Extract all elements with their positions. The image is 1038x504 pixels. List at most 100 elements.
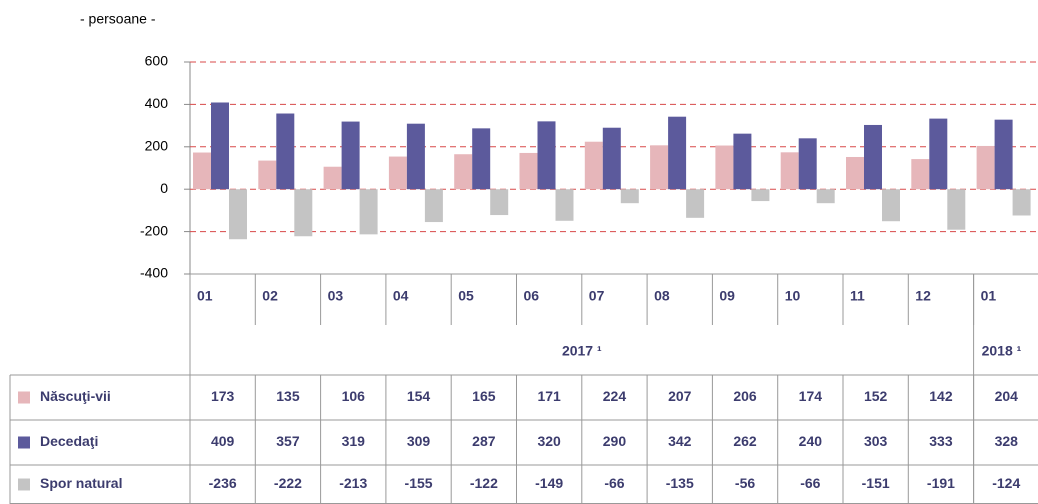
table-value: 319 <box>342 433 366 449</box>
table-value: -122 <box>470 475 498 491</box>
table-value: -66 <box>604 475 624 491</box>
x-tick-label: 07 <box>589 288 605 304</box>
bar <box>229 189 247 240</box>
bar <box>650 145 669 190</box>
bar <box>976 145 995 190</box>
year-label: 2018 ¹ <box>982 343 1022 359</box>
table-value: 333 <box>929 433 953 449</box>
table-value: -236 <box>209 475 237 491</box>
x-tick-label: 11 <box>850 288 865 304</box>
legend-label: Născuţi-vii <box>40 388 111 404</box>
table-value: 303 <box>864 433 888 449</box>
bar <box>602 127 621 190</box>
bar <box>555 189 574 221</box>
legend-swatch <box>18 478 30 491</box>
table-value: 409 <box>211 433 235 449</box>
bar <box>668 116 687 190</box>
x-tick-label: 08 <box>654 288 670 304</box>
y-tick-label: -400 <box>140 265 168 281</box>
x-tick-label: 10 <box>785 288 801 304</box>
bar <box>454 154 473 190</box>
unit-label: - persoane - <box>80 11 156 27</box>
x-tick-label: 01 <box>981 288 997 304</box>
table-value: -151 <box>862 475 890 491</box>
legend-label: Decedaţi <box>40 433 98 449</box>
table-value: 328 <box>995 433 1019 449</box>
bar <box>211 102 229 190</box>
table-value: 152 <box>864 388 888 404</box>
table-value: -66 <box>800 475 820 491</box>
bar <box>816 189 835 204</box>
table-value: 290 <box>603 433 627 449</box>
bar <box>490 189 509 216</box>
y-tick-label: -200 <box>140 222 168 238</box>
x-tick-label: 02 <box>262 288 278 304</box>
bar <box>537 121 556 190</box>
year-label: 2017 ¹ <box>562 343 602 359</box>
bar <box>276 113 295 190</box>
table-value: 207 <box>668 388 692 404</box>
y-tick-label: 400 <box>145 95 169 111</box>
bar <box>359 189 378 235</box>
x-tick-label: 06 <box>524 288 540 304</box>
table-value: -213 <box>339 475 367 491</box>
x-tick-label: 03 <box>328 288 344 304</box>
table-value: -124 <box>992 475 1020 491</box>
table-value: 224 <box>603 388 627 404</box>
bar <box>472 128 491 190</box>
table-value: -56 <box>735 475 755 491</box>
table-value: -222 <box>274 475 302 491</box>
bar <box>798 138 817 190</box>
legend-swatch <box>18 391 30 404</box>
table-value: -149 <box>535 475 563 491</box>
bar <box>733 133 752 190</box>
bar <box>686 189 705 218</box>
bar <box>864 124 882 190</box>
table-value: 171 <box>537 388 561 404</box>
table-value: 357 <box>276 433 300 449</box>
legend-swatch <box>18 436 30 449</box>
bar <box>751 189 770 202</box>
bar <box>620 189 639 204</box>
table-value: 174 <box>799 388 823 404</box>
x-tick-label: 05 <box>458 288 474 304</box>
table-value: -155 <box>405 475 433 491</box>
table-value: 309 <box>407 433 431 449</box>
table-value: 206 <box>733 388 757 404</box>
bar <box>424 189 443 223</box>
bar <box>388 156 407 190</box>
table-value: -135 <box>666 475 694 491</box>
table-value: 165 <box>472 388 496 404</box>
y-tick-label: 600 <box>145 53 169 69</box>
bar <box>929 118 948 190</box>
y-tick-label: 0 <box>160 180 168 196</box>
bar <box>780 152 799 190</box>
bar <box>1012 189 1031 216</box>
table-value: 320 <box>537 433 561 449</box>
table-value: 287 <box>472 433 496 449</box>
bar <box>258 160 277 190</box>
bar <box>341 121 360 190</box>
x-tick-label: 04 <box>393 288 409 304</box>
table-value: 240 <box>799 433 823 449</box>
bar <box>911 159 930 190</box>
table-value: 204 <box>995 388 1019 404</box>
table-value: 154 <box>407 388 431 404</box>
table-value: 173 <box>211 388 235 404</box>
table-value: 262 <box>733 433 757 449</box>
x-tick-label: 12 <box>915 288 931 304</box>
bar <box>406 123 425 190</box>
bar <box>584 141 603 190</box>
bar <box>323 166 342 190</box>
bar <box>947 189 966 230</box>
bar <box>846 156 864 190</box>
bar <box>715 145 734 190</box>
table-value: -191 <box>927 475 955 491</box>
table-value: 106 <box>342 388 366 404</box>
table-value: 142 <box>929 388 953 404</box>
bar <box>294 189 313 237</box>
bar <box>882 189 900 222</box>
bar <box>193 152 211 190</box>
x-tick-label: 09 <box>719 288 735 304</box>
